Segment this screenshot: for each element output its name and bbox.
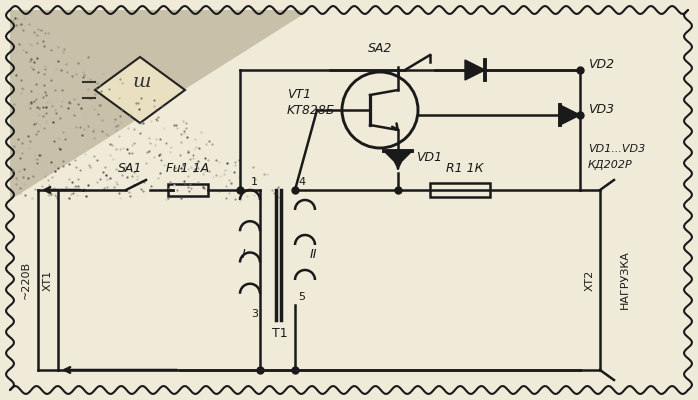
- Circle shape: [342, 72, 418, 148]
- Text: VD1: VD1: [416, 151, 442, 164]
- Polygon shape: [560, 105, 580, 125]
- Polygon shape: [95, 57, 185, 123]
- Text: XT1: XT1: [43, 270, 53, 290]
- Polygon shape: [384, 151, 412, 165]
- Text: 1: 1: [251, 177, 258, 187]
- Text: SA2: SA2: [368, 42, 392, 55]
- Bar: [430, 183, 490, 197]
- Text: 5: 5: [298, 292, 305, 302]
- Polygon shape: [10, 10, 310, 200]
- Text: XT2: XT2: [585, 269, 595, 291]
- Text: I: I: [242, 248, 246, 260]
- Text: T1: T1: [272, 327, 288, 340]
- Polygon shape: [465, 60, 485, 80]
- Text: SA1: SA1: [118, 162, 142, 175]
- Text: 4: 4: [298, 177, 305, 187]
- Text: ш: ш: [133, 73, 151, 91]
- Text: КД202Р: КД202Р: [588, 160, 633, 170]
- Text: НАГРУЗКА: НАГРУЗКА: [620, 250, 630, 310]
- Text: 3: 3: [251, 309, 258, 319]
- Text: KT828Б: KT828Б: [287, 104, 336, 117]
- Text: VD1...VD3: VD1...VD3: [588, 144, 645, 154]
- Text: ~220В: ~220В: [21, 261, 31, 299]
- Text: VD2: VD2: [588, 58, 614, 71]
- Text: VT1: VT1: [287, 88, 311, 101]
- Text: II: II: [309, 248, 317, 260]
- Text: R1 1К: R1 1К: [446, 162, 484, 175]
- Text: Fu1 1A: Fu1 1A: [166, 162, 209, 175]
- Text: VD3: VD3: [588, 103, 614, 116]
- Bar: [168, 184, 208, 196]
